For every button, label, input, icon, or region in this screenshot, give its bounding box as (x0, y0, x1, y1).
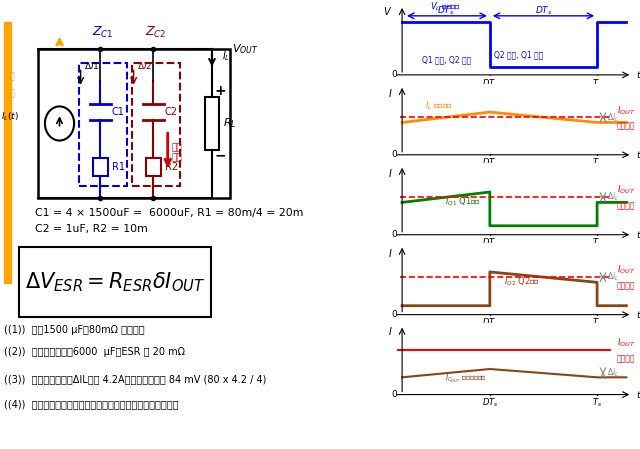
Text: $DT_s$: $DT_s$ (534, 4, 552, 17)
Text: Q1 导通, Q2 关断: Q1 导通, Q2 关断 (422, 56, 471, 65)
Text: C2 = 1uF, R2 = 10m: C2 = 1uF, R2 = 10m (35, 224, 147, 234)
Bar (38, 49, 230, 198)
Text: Q2 导通, Q1 关断: Q2 导通, Q1 关断 (493, 50, 543, 59)
Text: $R_L$: $R_L$ (223, 117, 237, 130)
Text: $V_L$ 电感电压: $V_L$ 电感电压 (429, 0, 460, 13)
Text: $\Delta I2$: $\Delta I2$ (137, 60, 152, 70)
Text: $I$: $I$ (388, 247, 392, 259)
Text: C1 = 4 × 1500uF =  6000uF, R1 = 80m/4 = 20m: C1 = 4 × 1500uF = 6000uF, R1 = 80m/4 = 2… (35, 208, 303, 218)
Text: $\Delta I1$: $\Delta I1$ (84, 60, 99, 70)
Text: 负载电流: 负载电流 (616, 355, 635, 364)
Text: 负载电流: 负载电流 (616, 282, 635, 291)
Text: $DT_s$: $DT_s$ (481, 237, 498, 249)
Text: $T_s$: $T_s$ (592, 157, 602, 169)
Text: $T_s$: $T_s$ (592, 317, 602, 329)
Text: $t$: $t$ (636, 150, 640, 160)
Text: $I$: $I$ (388, 87, 392, 99)
Text: $V$: $V$ (383, 5, 392, 17)
FancyBboxPatch shape (19, 247, 211, 317)
Text: $I$: $I$ (388, 325, 392, 337)
Text: $DT_s$: $DT_s$ (481, 157, 498, 169)
Text: $Z_{C1}$: $Z_{C1}$ (92, 25, 113, 40)
Text: ((3))  电感纹波电流（ΔIL）为 4.2A，输出纹波电压 84 mV (80 x 4.2 / 4): ((3)) 电感纹波电流（ΔIL）为 4.2A，输出纹波电压 84 mV (80… (4, 374, 266, 384)
Text: $V_{OUT}$: $V_{OUT}$ (232, 43, 259, 56)
Text: 0: 0 (392, 150, 397, 159)
Bar (132, 63, 180, 186)
Text: C1: C1 (112, 107, 125, 117)
Text: C2: C2 (165, 107, 178, 117)
Text: $I$: $I$ (388, 167, 392, 179)
Text: R1: R1 (112, 162, 125, 172)
Text: 0: 0 (392, 70, 397, 79)
Text: 负载电流: 负载电流 (616, 202, 635, 211)
Text: $\Delta i_L$: $\Delta i_L$ (607, 367, 619, 379)
Text: $\Delta V_{ESR} = R_{ESR} \delta I_{OUT}$: $\Delta V_{ESR} = R_{ESR} \delta I_{OUT}… (25, 270, 205, 294)
Text: $DT_s$: $DT_s$ (481, 77, 498, 89)
Bar (79, 63, 127, 186)
Text: $t$: $t$ (636, 389, 640, 400)
Text: $\Delta i_L$: $\Delta i_L$ (607, 271, 619, 283)
Text: $I_L$ 电感电流: $I_L$ 电感电流 (426, 100, 453, 112)
Text: $I_{OUT}$: $I_{OUT}$ (616, 264, 635, 277)
Text: 负载
电流: 负载 电流 (172, 143, 182, 163)
Text: 负载电流: 负载电流 (616, 122, 635, 131)
Text: ((2))  并联后电容値是6000  μF，ESR 是 20 mΩ: ((2)) 并联后电容値是6000 μF，ESR 是 20 mΩ (4, 348, 185, 357)
Text: $I_{Q2}$ Q2电流: $I_{Q2}$ Q2电流 (504, 275, 540, 288)
Text: ((4))  能不能并联一个或多个瓷片电容来减小输出电压纹波値？: ((4)) 能不能并联一个或多个瓷片电容来减小输出电压纹波値？ (4, 399, 179, 409)
Text: $T_s$: $T_s$ (592, 397, 602, 409)
Text: ((1))  四項1500 μF，80mΩ 电解电容: ((1)) 四項1500 μF，80mΩ 电解电容 (4, 325, 145, 335)
Text: $I_{C_{OUT}}$ 输出电容电流: $I_{C_{OUT}}$ 输出电容电流 (445, 372, 487, 385)
Bar (205, 97, 220, 150)
Text: −: − (215, 149, 227, 163)
Text: $\Delta i_L$: $\Delta i_L$ (607, 111, 619, 123)
Text: $Z_{C2}$: $Z_{C2}$ (145, 25, 166, 40)
Bar (93, 158, 108, 176)
Text: $I_L$: $I_L$ (221, 49, 230, 63)
Text: 电感: 电感 (4, 72, 15, 81)
Text: $I_L(t)$: $I_L(t)$ (1, 110, 19, 123)
Text: 0: 0 (392, 390, 397, 399)
Text: $DT_s$: $DT_s$ (481, 397, 498, 409)
Text: $\Delta i_L$: $\Delta i_L$ (607, 191, 619, 203)
Text: $I_{Q1}$ Q1电流: $I_{Q1}$ Q1电流 (445, 195, 481, 208)
Text: $t$: $t$ (636, 229, 640, 240)
Bar (146, 158, 161, 176)
Text: 0: 0 (392, 230, 397, 239)
Text: $T_s$: $T_s$ (592, 237, 602, 249)
Text: +: + (215, 84, 227, 98)
Text: 电流: 电流 (4, 90, 15, 99)
Text: $I_{OUT}$: $I_{OUT}$ (616, 184, 635, 197)
Text: R2: R2 (165, 162, 178, 172)
Text: $I_{OUT}$: $I_{OUT}$ (616, 336, 635, 349)
Text: $T_s$: $T_s$ (592, 77, 602, 89)
Text: $DT_s$: $DT_s$ (437, 4, 455, 17)
Text: 0: 0 (392, 310, 397, 319)
Text: $DT_s$: $DT_s$ (481, 317, 498, 329)
Text: $t$: $t$ (636, 309, 640, 320)
Text: $I_{OUT}$: $I_{OUT}$ (616, 104, 635, 117)
Bar (4, 22, 11, 283)
Text: $t$: $t$ (636, 70, 640, 80)
